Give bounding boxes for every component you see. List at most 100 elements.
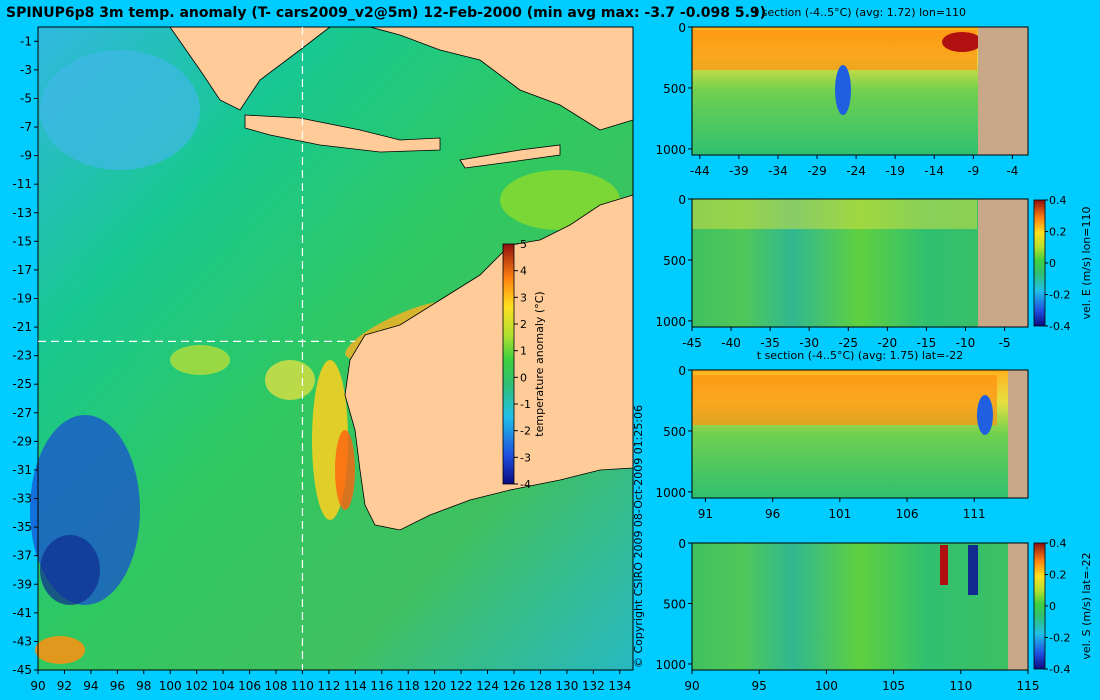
vel-s-colorbar-ramp	[1033, 542, 1046, 670]
section-x-tick-label: 95	[752, 679, 767, 693]
vel-colorbar-label: vel. E (m/s) lon=110	[1080, 207, 1093, 320]
vel-colorbar-tick-label: -0.2	[1049, 289, 1070, 302]
map-x-tick-label: 96	[110, 679, 125, 693]
vel-colorbar-tick-label: -0.2	[1049, 632, 1070, 645]
vel-colorbar-tick-label: 0.2	[1049, 569, 1067, 582]
map-y-tick-label: -27	[12, 406, 32, 420]
map-x-tick-label: 116	[370, 679, 393, 693]
section-2-surface	[692, 199, 977, 229]
vel-colorbar-tick-label: 0.2	[1049, 226, 1067, 239]
map-y-tick-label: -3	[20, 63, 32, 77]
section-x-tick-label: 100	[815, 679, 838, 693]
map-x-tick-label: 126	[503, 679, 526, 693]
vel-colorbar-tick-label: -0.4	[1049, 320, 1070, 333]
map-colorbar-tick-label: 5	[520, 238, 527, 251]
vel-colorbar-tick-label: 0.4	[1049, 537, 1067, 550]
section-panel-1	[691, 26, 1029, 156]
map-y-tick-label: -5	[20, 91, 32, 105]
section-x-tick-label: 101	[828, 507, 851, 521]
warm-eddy	[35, 636, 85, 664]
section-4-feature	[940, 545, 948, 585]
section-x-tick-label: -34	[768, 164, 788, 178]
section-x-tick-label: -14	[924, 164, 944, 178]
map-colorbar: 5 4 3 2 1 0 -1 -2 -3 -4 temperature anomaly (°C)	[502, 238, 546, 491]
section-1-land	[978, 27, 1028, 155]
map-x-tick-label: 92	[57, 679, 72, 693]
section-x-tick-label: -19	[885, 164, 905, 178]
map-x-tick-label: 100	[159, 679, 182, 693]
section-1-frame	[691, 26, 1029, 156]
cold-eddy-region	[40, 535, 100, 605]
section-4-land	[1008, 543, 1028, 670]
map-y-tick-label: -37	[12, 549, 32, 563]
map-colorbar-tick-label: -1	[520, 398, 531, 411]
section-x-tick-label: 105	[882, 679, 905, 693]
map-y-tick-label: -33	[12, 492, 32, 506]
section-x-tick-label: -44	[690, 164, 710, 178]
section-y-tick-label: 500	[663, 425, 686, 439]
section-panel-3	[691, 369, 1029, 499]
section-x-tick-label: -29	[807, 164, 827, 178]
section-3-land	[1008, 370, 1028, 498]
map-colorbar-tick-label: -2	[520, 425, 531, 438]
section-y-tick-label: 1000	[655, 143, 686, 157]
section-y-tick-label: 500	[663, 254, 686, 268]
section-x-tick-label: -5	[999, 336, 1011, 350]
section-title: t section (-4..5°C) (avg: 1.72) lon=110	[754, 6, 966, 19]
section-x-tick-label: 111	[963, 507, 986, 521]
section-x-tick-label: -24	[846, 164, 866, 178]
section-x-tick-label: -30	[799, 336, 819, 350]
section-y-tick-label: 500	[663, 597, 686, 611]
section-y-tick-label: 1000	[655, 658, 686, 672]
map-y-tick-label: -31	[12, 463, 32, 477]
map-x-tick-label: 106	[238, 679, 261, 693]
map-x-tick-label: 114	[344, 679, 367, 693]
section-y-tick-label: 1000	[655, 315, 686, 329]
map-y-tick-label: -9	[20, 149, 32, 163]
section-x-tick-label: 90	[684, 679, 699, 693]
map-x-tick-label: 122	[450, 679, 473, 693]
section-y-tick-label: 0	[678, 537, 686, 551]
map-x-tick-label: 104	[212, 679, 235, 693]
map-x-tick-label: 128	[529, 679, 552, 693]
copyright-text: © Copyright CSIRO 2009 08-Oct-2009 01:25…	[632, 405, 645, 668]
section-x-tick-label: -39	[729, 164, 749, 178]
section-y-tick-label: 0	[678, 21, 686, 35]
vel-colorbar-tick-label: 0.4	[1049, 194, 1067, 207]
map-x-tick-label: 102	[185, 679, 208, 693]
warm-eddy	[170, 345, 230, 375]
map-y-tick-label: -13	[12, 206, 32, 220]
map-y-tick-label: -21	[12, 320, 32, 334]
section-y-tick-label: 500	[663, 82, 686, 96]
map-y-tick-label: -1	[20, 34, 32, 48]
section-3-feature	[977, 395, 993, 435]
section-x-tick-label: -10	[956, 336, 976, 350]
map-y-tick-label: -11	[12, 177, 32, 191]
map-x-tick-label: 134	[608, 679, 631, 693]
map-y-tick-label: -43	[12, 634, 32, 648]
map-colorbar-label: temperature anomaly (°C)	[533, 291, 546, 436]
map-x-tick-label: 108	[265, 679, 288, 693]
cool-region	[40, 50, 200, 170]
map-colorbar-tick-label: 1	[520, 345, 527, 358]
map-colorbar-ramp	[502, 243, 515, 485]
map-y-tick-label: -19	[12, 291, 32, 305]
section-x-tick-label: 106	[896, 507, 919, 521]
land-java	[244, 114, 441, 153]
map-x-tick-label: 90	[30, 679, 45, 693]
section-y-tick-label: 0	[678, 364, 686, 378]
map-colorbar-tick-label: -4	[520, 478, 531, 491]
section-x-tick-label: -9	[967, 164, 979, 178]
section-x-tick-label: 115	[1017, 679, 1040, 693]
section-1-feature	[835, 65, 851, 115]
map-colorbar-tick-label: 2	[520, 318, 527, 331]
map-x-tick-label: 98	[136, 679, 151, 693]
section-panel-4	[691, 542, 1029, 671]
section-x-tick-label: -15	[917, 336, 937, 350]
vel-e-colorbar-ramp	[1033, 199, 1046, 327]
section-x-tick-label: -25	[838, 336, 858, 350]
section-1-feature	[942, 32, 982, 52]
section-2-frame	[691, 198, 1029, 328]
map-y-tick-label: -23	[12, 349, 32, 363]
map-x-tick-label: 110	[291, 679, 314, 693]
